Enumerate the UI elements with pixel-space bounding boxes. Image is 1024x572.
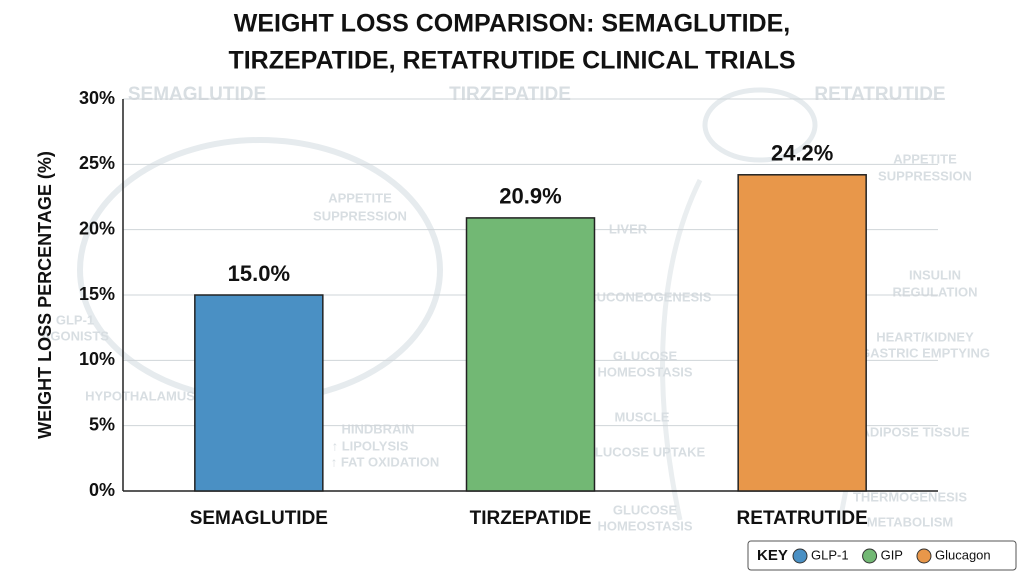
background-label: HOMEOSTASIS [597,518,692,533]
background-label: HYPOTHALAMUS [85,388,195,403]
background-label: SUPPRESSION [313,208,407,223]
legend-label: GIP [881,547,903,562]
y-tick-label: 15% [79,284,115,304]
legend-swatch [916,548,932,564]
y-tick-label: 5% [89,414,115,434]
background-label: HEART/KIDNEY [876,329,974,344]
background-label: GLUCOSE UPTAKE [585,444,706,459]
background-label: GLUCOSE [613,348,678,363]
legend-box [747,540,1017,571]
background-label: APPETITE [893,151,957,166]
background-illustration: SEMAGLUTIDE TIRZEPATIDE RETATRUTIDE APPETIT… [41,84,990,533]
x-tick-label: TIRZEPATIDE [470,508,592,529]
x-tick-label: SEMAGLUTIDE [190,508,328,529]
background-label: HOMEOSTASIS [597,364,692,379]
background-label: METABOLISM [867,514,953,529]
background-label: AGONISTS [41,328,109,343]
x-tick-label: RETATRUTIDE [737,508,868,529]
background-label: TIRZEPATIDE [449,84,571,105]
background-label: LIVER [609,221,648,236]
y-tick-label: 10% [79,349,115,369]
legend-label: Glucagon [935,547,991,562]
chart-title: TIRZEPATIDE, RETATRUTIDE CLINICAL TRIALS [228,47,795,75]
legend-title: KEY [757,547,788,564]
background-label: ↑ LIPOLYSIS [332,438,409,453]
background-label: SUPPRESSION [878,168,972,183]
value-label: 15.0% [228,261,290,286]
background-label: INSULIN [909,267,961,282]
background-label: RETATRUTIDE [814,84,945,105]
brain-outline [702,87,818,163]
legend-label: GLP-1 [811,547,849,562]
y-tick-label: 20% [79,218,115,238]
background-label: MUSCLE [615,409,670,424]
background-label: GLUCOSE [613,502,678,517]
bar [737,174,867,492]
y-tick-label: 30% [79,88,115,108]
y-axis-label: WEIGHT LOSS PERCENTAGE (%) [35,151,55,439]
background-label: ADIPOSE TISSUE [860,424,969,439]
y-tick-label: 25% [79,153,115,173]
value-label: 20.9% [499,184,561,209]
background-label: APPETITE [328,190,392,205]
bar [194,294,324,492]
y-tick-label: 0% [89,480,115,500]
legend-swatch [792,548,808,564]
chart-title: WEIGHT LOSS COMPARISON: SEMAGLUTIDE, [234,10,790,38]
background-label: THERMOGENESIS [853,489,967,504]
background-label: REGULATION [893,284,978,299]
bar [465,217,596,492]
background-label: GLP-1 [56,312,94,327]
background-label: HINDBRAIN [342,421,415,436]
background-label: GLUCONEOGENESIS [579,289,712,304]
background-label: ↑ FAT OXIDATION [331,454,440,469]
legend-swatch [862,548,878,564]
value-label: 24.2% [771,141,833,166]
background-label: SEMAGLUTIDE [128,84,266,105]
background-label: GASTRIC EMPTYING [860,345,990,360]
